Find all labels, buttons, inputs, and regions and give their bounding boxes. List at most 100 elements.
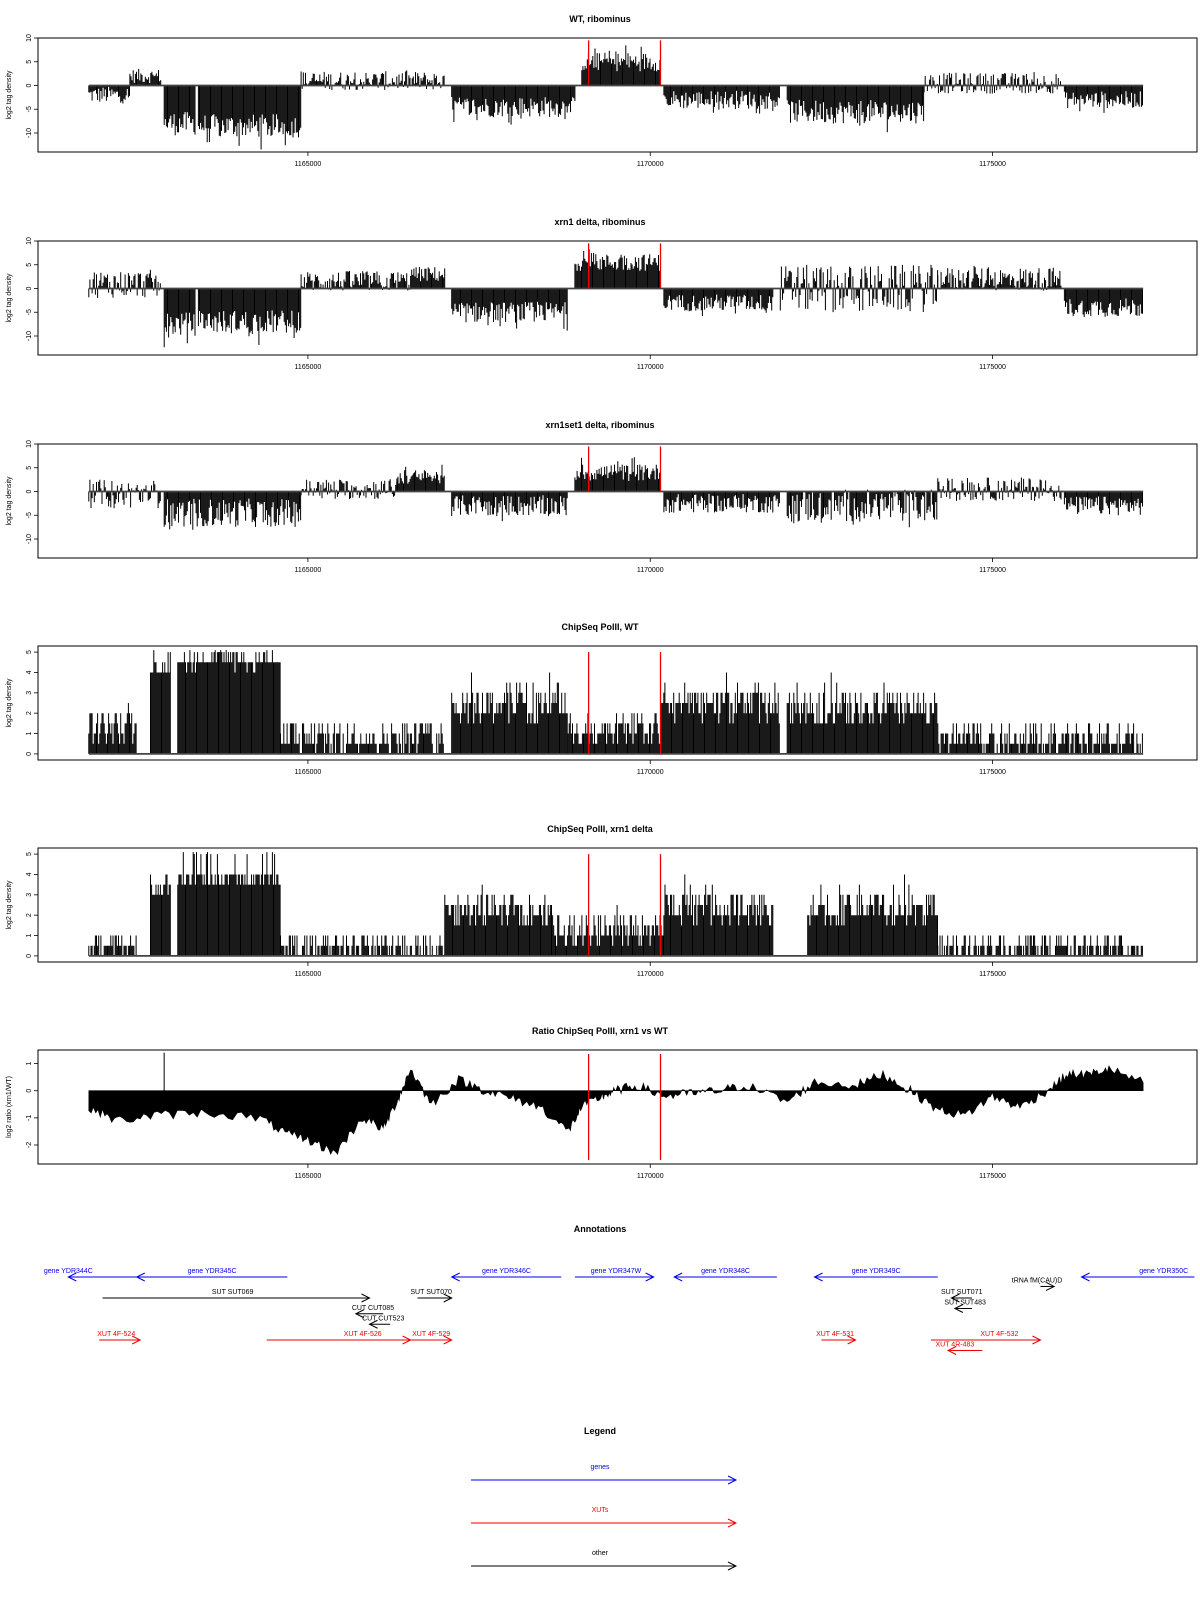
data-bar-cluster — [88, 479, 161, 509]
data-bar-cluster — [88, 85, 130, 104]
annotation-feature: gene YDR347W — [574, 1268, 655, 1282]
arrow-head — [847, 1335, 857, 1345]
data-bar-cluster — [937, 935, 1143, 956]
data-segment — [177, 852, 281, 956]
annotation-label: SUT SUT483 — [944, 1300, 986, 1307]
annotation-feature: XUT 4F-526 — [266, 1331, 412, 1345]
annotation-feature: gene YDR346C — [450, 1268, 562, 1282]
annotations-panel: Annotations gene YDR344C gene YDR345C gene … — [44, 1224, 1195, 1355]
data-segment — [786, 489, 938, 528]
y-tick-label: 3 — [26, 893, 33, 897]
annotation-label: gene YDR344C — [44, 1268, 93, 1275]
data-segment — [88, 703, 137, 754]
annotation-label: gene YDR350C — [1139, 1268, 1188, 1275]
y-tick-label: 4 — [26, 670, 33, 674]
annotation-label: SUT SUT069 — [212, 1289, 254, 1296]
data-segment — [300, 70, 445, 91]
x-axis: 1165000 1170000 1175000 — [295, 355, 1006, 371]
legend-item: XUTs — [471, 1507, 738, 1528]
legend-item: genes — [471, 1464, 738, 1485]
arrow-head — [727, 1561, 738, 1571]
data-bar-cluster — [300, 479, 398, 500]
chart-panel-2: xrn1 delta, ribominus -10 -5 0 5 10 log2 tag d… — [6, 217, 1198, 371]
data-segment — [663, 85, 780, 114]
data-segment — [574, 457, 661, 492]
plot-frame — [37, 443, 1198, 559]
data-bar-cluster — [197, 85, 302, 150]
y-tick-label: 0 — [26, 954, 33, 958]
y-axis: 0 1 2 3 4 5 log2 tag density — [6, 650, 38, 756]
data-bar-cluster — [451, 85, 576, 125]
data-segment — [280, 935, 443, 956]
y-tick-label: 10 — [26, 34, 33, 42]
data-segment — [451, 491, 568, 522]
data-bar-cluster — [88, 269, 161, 298]
arrow-head — [673, 1272, 683, 1282]
data-bar-cluster — [1063, 288, 1143, 317]
y-tick-label: 0 — [26, 286, 33, 290]
annotation-label: gene YDR349C — [852, 1268, 901, 1275]
y-tick-label: 1 — [26, 731, 33, 735]
data-segment — [937, 265, 1062, 291]
x-tick-label: 1175000 — [979, 364, 1006, 371]
data-segment — [163, 491, 302, 530]
annotation-label: tRNA fM(CAU)D — [1012, 1277, 1063, 1284]
chart-title: WT, ribominus — [569, 14, 631, 24]
data-segment — [163, 85, 196, 136]
y-tick-label: 5 — [26, 466, 33, 470]
data-segment — [444, 884, 555, 956]
arrow-head — [1032, 1335, 1042, 1345]
data-bar-cluster — [300, 70, 445, 91]
data-segment — [129, 68, 162, 86]
y-tick-label: -10 — [26, 128, 33, 138]
x-tick-label: 1175000 — [979, 769, 1006, 776]
arrow-head — [450, 1272, 460, 1282]
y-tick-label: 0 — [26, 83, 33, 87]
data-series — [88, 650, 1144, 755]
x-tick-label: 1170000 — [637, 1173, 664, 1180]
data-bar-cluster — [807, 874, 938, 956]
data-bar-cluster — [451, 672, 568, 754]
annotation-feature: gene YDR348C — [673, 1268, 777, 1282]
data-segment — [937, 935, 1143, 956]
plot-frame — [37, 37, 1198, 153]
data-bar-cluster — [663, 491, 780, 513]
y-axis-label: log2 tag density — [6, 476, 13, 526]
data-segment — [1063, 288, 1143, 317]
y-tick-label: -5 — [26, 309, 33, 315]
plot-frame — [37, 645, 1198, 761]
x-tick-label: 1175000 — [979, 161, 1006, 168]
annotations-title: Annotations — [574, 1224, 627, 1234]
arrow-head — [727, 1518, 738, 1528]
y-tick-label: 3 — [26, 691, 33, 695]
data-segment — [1063, 85, 1143, 113]
data-bar-cluster — [1063, 491, 1143, 516]
data-segment — [451, 85, 576, 125]
annotation-feature: SUT SUT070 — [410, 1289, 453, 1303]
annotation-feature: XUT 4F-531 — [816, 1331, 857, 1345]
arrow-head — [402, 1335, 412, 1345]
data-bar-cluster — [129, 68, 162, 86]
data-segment — [937, 723, 1143, 754]
arrow-head — [953, 1304, 964, 1313]
arrow-head — [67, 1272, 77, 1282]
x-tick-label: 1170000 — [637, 769, 664, 776]
data-segment — [663, 491, 780, 513]
data-bar-cluster — [937, 477, 1062, 501]
data-bar-cluster — [663, 288, 774, 316]
ratio-area — [88, 1065, 1144, 1155]
data-series — [88, 243, 1144, 348]
data-segment — [88, 479, 161, 509]
annotation-feature: XUT 4F-529 — [410, 1331, 453, 1345]
arrow-head — [131, 1335, 142, 1345]
legend: Legend genes XUTs other — [471, 1426, 738, 1571]
annotation-feature: SUT SUT483 — [944, 1300, 986, 1313]
data-segment — [197, 288, 302, 345]
annotation-feature: CUT CUT085 — [352, 1305, 394, 1319]
arrow-head — [645, 1272, 655, 1282]
data-segment — [280, 723, 444, 754]
chart-panel-6: Ratio ChipSeq PolII, xrn1 vs WT -2 -1 0 1 log… — [6, 1026, 1198, 1180]
x-tick-label: 1170000 — [637, 971, 664, 978]
data-bar-cluster — [197, 288, 302, 345]
